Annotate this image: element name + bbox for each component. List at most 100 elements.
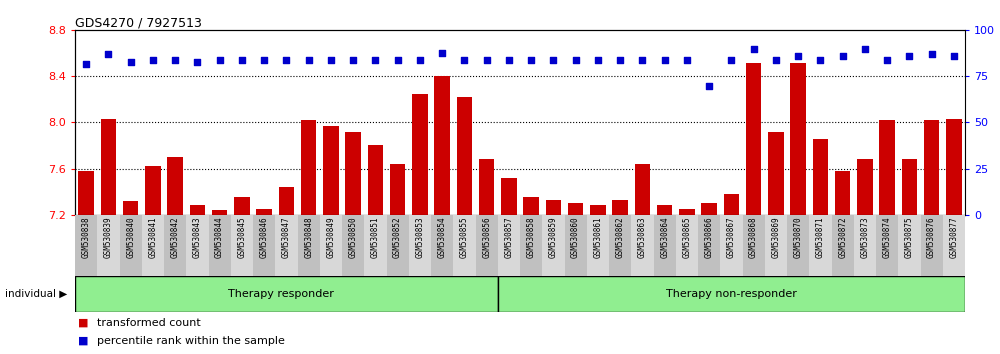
Point xyxy=(634,57,650,63)
Bar xyxy=(453,215,476,276)
Text: Therapy non-responder: Therapy non-responder xyxy=(666,289,797,299)
Bar xyxy=(654,215,676,276)
Bar xyxy=(765,215,787,276)
Bar xyxy=(720,215,742,276)
Text: GSM530869: GSM530869 xyxy=(771,216,780,258)
Bar xyxy=(946,119,962,215)
Text: GSM530851: GSM530851 xyxy=(371,216,380,258)
Text: GDS4270 / 7927513: GDS4270 / 7927513 xyxy=(75,16,202,29)
Point xyxy=(545,57,561,63)
Point xyxy=(901,53,917,59)
Bar xyxy=(612,200,628,215)
Bar xyxy=(364,215,386,276)
Point xyxy=(568,57,584,63)
Text: GSM530871: GSM530871 xyxy=(816,216,825,258)
Bar xyxy=(123,201,138,215)
Point xyxy=(167,57,183,63)
Bar xyxy=(476,215,498,276)
Text: GSM530844: GSM530844 xyxy=(215,216,224,258)
Bar xyxy=(256,209,272,215)
Point xyxy=(256,57,272,63)
Bar xyxy=(742,215,765,276)
Bar xyxy=(542,215,564,276)
Text: GSM530862: GSM530862 xyxy=(616,216,625,258)
Bar xyxy=(431,215,453,276)
Text: ■: ■ xyxy=(78,318,88,328)
Point xyxy=(679,57,695,63)
Bar xyxy=(857,159,873,215)
Text: transformed count: transformed count xyxy=(97,318,201,328)
Text: GSM530873: GSM530873 xyxy=(860,216,869,258)
Bar xyxy=(920,215,943,276)
Text: GSM530843: GSM530843 xyxy=(193,216,202,258)
Point xyxy=(479,57,495,63)
Bar xyxy=(609,215,631,276)
Bar xyxy=(854,215,876,276)
Text: GSM530864: GSM530864 xyxy=(660,216,669,258)
Bar xyxy=(320,215,342,276)
Bar xyxy=(409,215,431,276)
Text: GSM530845: GSM530845 xyxy=(237,216,246,258)
Text: GSM530848: GSM530848 xyxy=(304,216,313,258)
Bar xyxy=(902,159,917,215)
Bar xyxy=(457,97,472,215)
Point xyxy=(145,57,161,63)
Text: GSM530839: GSM530839 xyxy=(104,216,113,258)
Point xyxy=(812,57,828,63)
Bar xyxy=(943,215,965,276)
Bar xyxy=(587,215,609,276)
Point xyxy=(78,61,94,67)
Bar xyxy=(768,132,784,215)
Text: GSM530857: GSM530857 xyxy=(504,216,513,258)
Point xyxy=(657,57,673,63)
Bar xyxy=(568,203,583,215)
Bar xyxy=(164,215,186,276)
Bar xyxy=(657,205,672,215)
Text: GSM530850: GSM530850 xyxy=(349,216,358,258)
Point xyxy=(701,83,717,88)
Text: GSM530863: GSM530863 xyxy=(638,216,647,258)
Bar xyxy=(78,171,94,215)
Bar xyxy=(231,215,253,276)
Point xyxy=(323,57,339,63)
Text: GSM530877: GSM530877 xyxy=(949,216,958,258)
Bar xyxy=(342,215,364,276)
Bar xyxy=(101,119,116,215)
Text: GSM530840: GSM530840 xyxy=(126,216,135,258)
Bar xyxy=(724,194,739,215)
Bar xyxy=(813,139,828,215)
Text: GSM530842: GSM530842 xyxy=(171,216,180,258)
Bar xyxy=(876,215,898,276)
Text: individual ▶: individual ▶ xyxy=(5,289,67,299)
Bar xyxy=(479,159,494,215)
Bar xyxy=(345,132,361,215)
Bar xyxy=(412,94,428,215)
Text: GSM530858: GSM530858 xyxy=(527,216,536,258)
Point xyxy=(434,50,450,55)
Bar xyxy=(679,209,695,215)
Text: GSM530875: GSM530875 xyxy=(905,216,914,258)
Text: GSM530849: GSM530849 xyxy=(326,216,335,258)
Text: GSM530860: GSM530860 xyxy=(571,216,580,258)
Point xyxy=(345,57,361,63)
Text: GSM530847: GSM530847 xyxy=(282,216,291,258)
Bar xyxy=(631,215,654,276)
Point xyxy=(835,53,851,59)
Text: GSM530866: GSM530866 xyxy=(705,216,714,258)
Bar xyxy=(787,215,809,276)
Text: GSM530854: GSM530854 xyxy=(438,216,447,258)
Bar xyxy=(498,215,520,276)
Bar xyxy=(120,215,142,276)
Bar xyxy=(590,205,606,215)
Point xyxy=(189,59,205,64)
Point xyxy=(723,57,739,63)
Bar xyxy=(323,126,339,215)
Point xyxy=(456,57,472,63)
Bar xyxy=(253,215,275,276)
Point xyxy=(100,52,116,57)
Text: ■: ■ xyxy=(78,336,88,346)
Text: GSM530874: GSM530874 xyxy=(883,216,892,258)
Text: GSM530870: GSM530870 xyxy=(794,216,803,258)
Bar xyxy=(75,215,97,276)
Bar xyxy=(790,63,806,215)
